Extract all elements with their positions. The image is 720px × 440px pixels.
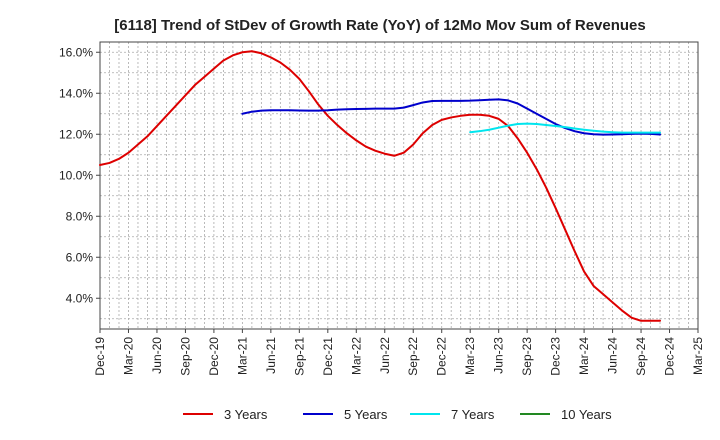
plot-frame <box>99 41 699 330</box>
x-tick-label: Dec-20 <box>207 337 221 376</box>
y-tick-label: 4.0% <box>66 291 94 305</box>
x-tick-label: Mar-21 <box>235 337 249 375</box>
x-tick-label: Dec-21 <box>321 337 335 376</box>
x-axis: Dec-19 Mar-20 Jun-20 Sep-20 Dec-20 Mar-21 Jun-… <box>93 329 705 376</box>
x-tick-label: Dec-19 <box>93 337 107 376</box>
series-line-5-years <box>241 98 662 136</box>
x-tick-label: Sep-20 <box>178 337 192 376</box>
x-tick-label: Mar-23 <box>463 337 477 375</box>
y-tick-label: 8.0% <box>66 209 94 223</box>
y-tick-label: 6.0% <box>66 250 94 264</box>
series-line-3-years <box>99 50 662 322</box>
y-tick-label: 14.0% <box>59 86 93 100</box>
legend-label-10-years: 10 Years <box>561 407 612 422</box>
x-tick-label: Dec-24 <box>663 337 677 376</box>
legend-label-5-years: 5 Years <box>344 407 388 422</box>
chart-title: [6118] Trend of StDev of Growth Rate (Yo… <box>114 17 645 34</box>
x-tick-label: Mar-20 <box>121 337 135 375</box>
x-tick-label: Sep-23 <box>520 337 534 376</box>
series-line-7-years <box>469 122 662 134</box>
x-tick-label: Jun-22 <box>378 337 392 374</box>
x-tick-label: Mar-25 <box>691 337 705 375</box>
x-tick-label: Jun-23 <box>492 337 506 374</box>
x-tick-label: Jun-24 <box>606 337 620 374</box>
x-tick-label: Mar-24 <box>577 337 591 375</box>
x-tick-label: Dec-22 <box>435 337 449 376</box>
plot-grid <box>99 42 698 329</box>
y-tick-label: 16.0% <box>59 45 93 59</box>
x-tick-label: Sep-24 <box>634 337 648 376</box>
x-tick-label: Sep-21 <box>292 337 306 376</box>
y-axis: 4.0% 6.0% 8.0% 10.0% 12.0% 14.0% 16.0% <box>59 45 100 305</box>
legend: 3 Years 5 Years 7 Years 10 Years <box>183 407 612 422</box>
x-tick-label: Jun-21 <box>264 337 278 374</box>
y-tick-label: 10.0% <box>59 168 93 182</box>
x-tick-label: Dec-23 <box>549 337 563 376</box>
legend-label-3-years: 3 Years <box>224 407 268 422</box>
legend-label-7-years: 7 Years <box>451 407 495 422</box>
x-tick-label: Mar-22 <box>349 337 363 375</box>
x-tick-label: Sep-22 <box>406 337 420 376</box>
x-tick-label: Jun-20 <box>150 337 164 374</box>
series-lines <box>99 50 662 322</box>
y-tick-label: 12.0% <box>59 127 93 141</box>
